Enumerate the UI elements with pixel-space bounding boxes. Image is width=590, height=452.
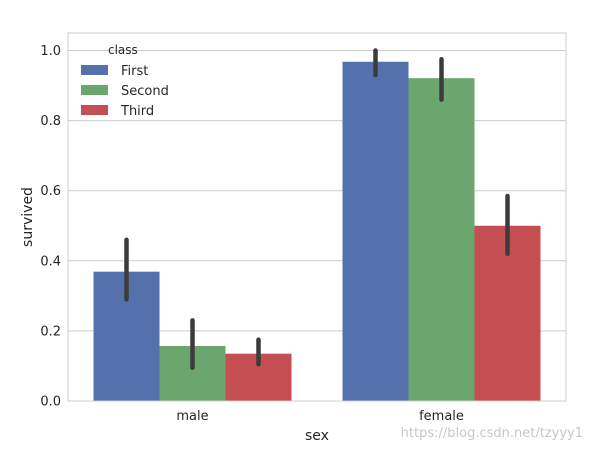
y-tick-label: 1.0 xyxy=(40,44,61,59)
x-axis-label: sex xyxy=(305,428,329,444)
bars xyxy=(93,61,541,402)
x-tick-label: female xyxy=(419,409,464,424)
legend-label-first: First xyxy=(121,64,148,79)
y-tick-label: 0.4 xyxy=(40,254,61,269)
legend-label-third: Third xyxy=(120,104,154,119)
x-tick-label: male xyxy=(176,409,208,424)
y-axis-label: survived xyxy=(20,187,36,247)
y-tick-label: 0.6 xyxy=(40,184,61,199)
legend-swatch-first xyxy=(81,65,108,75)
x-tick-labels: male female xyxy=(176,409,464,424)
y-tick-label: 0.2 xyxy=(40,324,61,339)
legend-label-second: Second xyxy=(121,84,169,99)
bar-second-female xyxy=(408,78,475,401)
legend-swatch-third xyxy=(81,105,108,115)
plot-frame xyxy=(67,32,567,402)
legend-swatch-second xyxy=(81,85,108,95)
y-tick-labels: 0.0 0.2 0.4 0.6 0.8 1.0 xyxy=(40,44,61,409)
legend-title: class xyxy=(108,43,138,57)
legend: class First Second Third xyxy=(81,43,169,119)
watermark-text: https://blog.csdn.net/tzyyy1 xyxy=(401,426,583,441)
y-tick-label: 0.8 xyxy=(40,114,61,129)
y-tick-label: 0.0 xyxy=(40,395,61,410)
bar-first-female xyxy=(342,61,409,402)
error-bars xyxy=(124,48,510,370)
